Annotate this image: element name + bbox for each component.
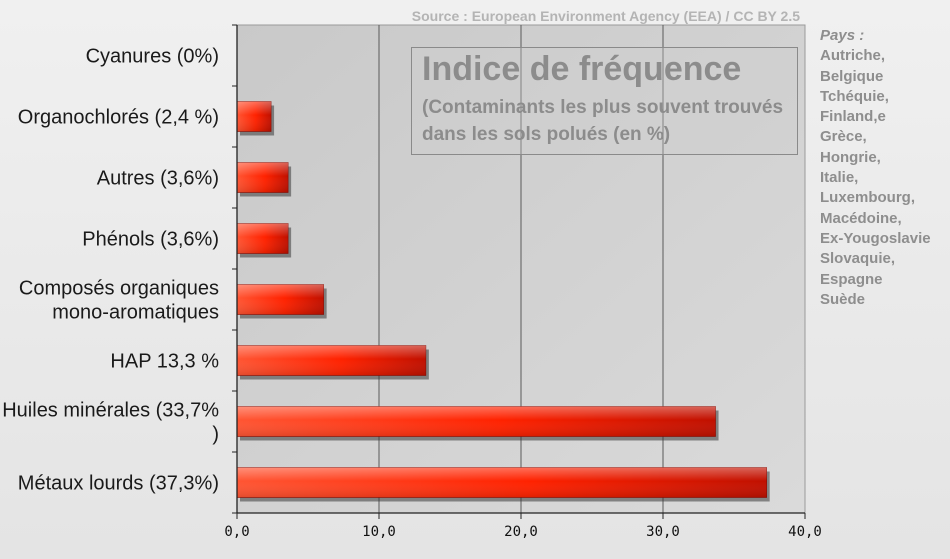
source-credit: Source : European Environment Agency (EE… — [411, 8, 800, 24]
bar-shine — [237, 162, 289, 193]
countries-list: Pays : Autriche, Belgique Tchéquie, Finland… — [820, 26, 948, 310]
x-tick-label: 30,0 — [646, 524, 680, 540]
category-label: Huiles minérales (33,7%) — [2, 400, 219, 446]
category-label-line: mono-aromatiques — [52, 302, 219, 324]
x-tick-label: 0,0 — [224, 524, 249, 540]
category-label-line: Cyanures (0%) — [86, 46, 219, 68]
country-item: Tchéquie, — [820, 87, 889, 105]
country-item: Luxembourg, — [820, 189, 916, 207]
x-tick-labels: 0,0 10,0 20,0 30,0 40,0 — [224, 524, 822, 540]
category-label-line: Composés organiques — [19, 278, 219, 300]
category-label: Composés organiques mono-aromatiques — [19, 278, 219, 324]
category-label-line: Organochlorés (2,4 %) — [18, 107, 219, 129]
x-tick-label: 20,0 — [504, 524, 538, 540]
chart-title: Indice de fréquence — [422, 50, 742, 88]
category-label: Organochlorés (2,4 %) — [18, 107, 219, 129]
country-item: Slovaquie, — [820, 250, 896, 268]
country-item: Espagne — [820, 270, 883, 288]
x-tick-label: 10,0 — [362, 524, 396, 540]
chart-subtitle: (Contaminants les plus souvent trouvés d… — [422, 97, 784, 145]
country-item: Hongrie, — [820, 148, 881, 166]
category-label-line: Autres (3,6%) — [97, 168, 219, 190]
category-label: HAP 13,3 % — [110, 351, 219, 373]
bar-shine — [237, 345, 426, 376]
bar-shine — [237, 467, 767, 498]
country-item: Belgique — [820, 67, 884, 85]
category-label-line: Huiles minérales (33,7% — [2, 400, 219, 422]
country-item: Suède — [820, 290, 866, 308]
category-label: Autres (3,6%) — [97, 168, 219, 190]
category-label-line: ) — [212, 424, 219, 446]
country-item: Macédoine, — [820, 209, 902, 227]
bar-shine — [237, 101, 272, 132]
category-label-line: Phénols (3,6%) — [82, 229, 219, 251]
category-label-line: HAP 13,3 % — [110, 351, 219, 373]
legend-title-box: Indice de fréquence (Contaminants les pl… — [411, 47, 798, 155]
country-item: Italie, — [820, 169, 859, 187]
country-item: Ex-Yougoslavie — [820, 229, 931, 247]
category-label-line: Métaux lourds (37,3%) — [18, 473, 219, 495]
countries-items: Autriche, Belgique Tchéquie, Finland,e Grèce… — [820, 46, 948, 310]
category-labels: Cyanures (0%) Organochlorés (2,4 %) Autres… — [2, 46, 219, 495]
axes — [232, 24, 806, 519]
bar-shine — [237, 223, 289, 254]
bars — [236, 101, 770, 502]
countries-title: Pays : — [820, 27, 865, 44]
category-label: Métaux lourds (37,3%) — [18, 473, 219, 495]
country-item: Autriche, — [820, 47, 886, 65]
bar-shine — [237, 406, 716, 437]
category-label: Cyanures (0%) — [86, 46, 219, 68]
country-item: Grèce, — [820, 128, 867, 146]
x-tick-label: 40,0 — [788, 524, 822, 540]
category-label: Phénols (3,6%) — [82, 229, 219, 251]
bar-shine — [237, 284, 324, 315]
country-item: Finland,e — [820, 108, 886, 126]
